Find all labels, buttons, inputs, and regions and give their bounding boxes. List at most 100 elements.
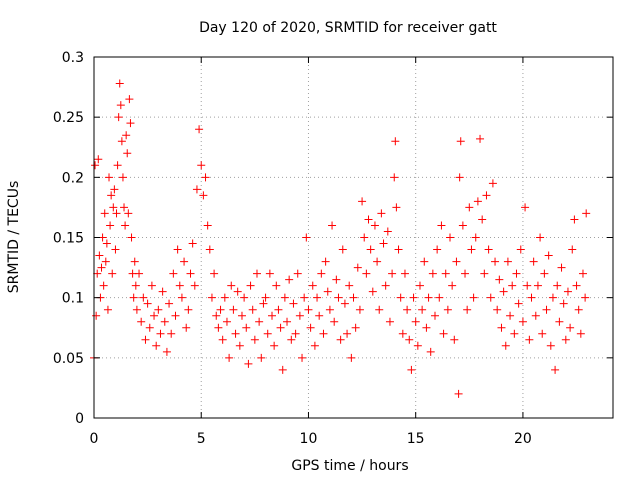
data-point (283, 317, 292, 326)
data-point (180, 257, 189, 266)
data-point (512, 269, 521, 278)
data-point (332, 275, 341, 284)
data-point (482, 191, 491, 200)
data-point (525, 335, 534, 344)
data-point (295, 311, 304, 320)
data-point (430, 311, 439, 320)
data-point (212, 311, 221, 320)
data-point (343, 329, 352, 338)
data-point (321, 257, 330, 266)
data-point (177, 293, 186, 302)
data-point (391, 137, 400, 146)
data-point (143, 299, 152, 308)
data-point (95, 251, 104, 260)
data-point (106, 221, 115, 230)
data-point (506, 311, 515, 320)
data-point (109, 203, 118, 212)
data-point (246, 281, 255, 290)
data-point (323, 287, 332, 296)
data-point (465, 203, 474, 212)
data-point (443, 305, 452, 314)
data-point (336, 335, 345, 344)
data-point (184, 305, 193, 314)
data-point (242, 323, 251, 332)
data-point (503, 257, 512, 266)
data-point (304, 305, 313, 314)
data-point (478, 215, 487, 224)
data-point (129, 293, 138, 302)
data-point (216, 305, 225, 314)
data-point (499, 287, 508, 296)
data-point (280, 293, 289, 302)
y-tick-label: 0.15 (53, 231, 84, 247)
data-point (362, 269, 371, 278)
data-point (272, 281, 281, 290)
data-point (405, 335, 414, 344)
data-point (93, 269, 102, 278)
data-point (175, 281, 184, 290)
data-point (366, 245, 375, 254)
data-point (424, 293, 433, 302)
data-point (426, 347, 435, 356)
data-point (473, 197, 482, 206)
data-point (582, 209, 591, 218)
plot-frame (93, 56, 614, 419)
data-point (313, 293, 322, 302)
data-point (261, 293, 270, 302)
data-point (383, 227, 392, 236)
data-point (203, 221, 212, 230)
data-point (293, 269, 302, 278)
data-point (392, 203, 401, 212)
data-point (192, 185, 201, 194)
data-point (97, 263, 106, 272)
data-point (488, 179, 497, 188)
data-point (99, 281, 108, 290)
data-point (105, 173, 114, 182)
data-point (360, 233, 369, 242)
data-point (523, 281, 532, 290)
data-point (227, 281, 236, 290)
data-point (300, 293, 309, 302)
data-point (218, 335, 227, 344)
data-point (454, 389, 463, 398)
data-point (358, 197, 367, 206)
data-point (317, 269, 326, 278)
data-point (409, 293, 418, 302)
data-point (302, 233, 311, 242)
data-point (551, 365, 560, 374)
data-point (495, 275, 504, 284)
data-point (428, 269, 437, 278)
data-point (112, 209, 121, 218)
data-point (113, 161, 122, 170)
x-tick-label: 15 (407, 431, 425, 447)
data-point (319, 329, 328, 338)
data-point (310, 341, 319, 350)
data-point (340, 299, 349, 308)
data-point (190, 281, 199, 290)
data-point (276, 323, 285, 332)
data-point (132, 305, 141, 314)
data-point (413, 341, 422, 350)
data-point (559, 299, 568, 308)
data-point (450, 335, 459, 344)
data-point (199, 191, 208, 200)
data-point (169, 269, 178, 278)
y-tick-label: 0 (75, 411, 84, 427)
data-point (123, 149, 132, 158)
data-point (328, 221, 337, 230)
data-point (433, 245, 442, 254)
data-point (306, 323, 315, 332)
data-point (270, 341, 279, 350)
data-point (278, 365, 287, 374)
data-point (390, 173, 399, 182)
data-point (422, 323, 431, 332)
data-point (568, 245, 577, 254)
y-tick-label: 0.25 (53, 110, 84, 126)
data-point (578, 269, 587, 278)
data-point (379, 239, 388, 248)
data-point (557, 263, 566, 272)
data-point (100, 209, 109, 218)
data-point (110, 185, 119, 194)
data-point (521, 203, 530, 212)
data-point (287, 335, 296, 344)
